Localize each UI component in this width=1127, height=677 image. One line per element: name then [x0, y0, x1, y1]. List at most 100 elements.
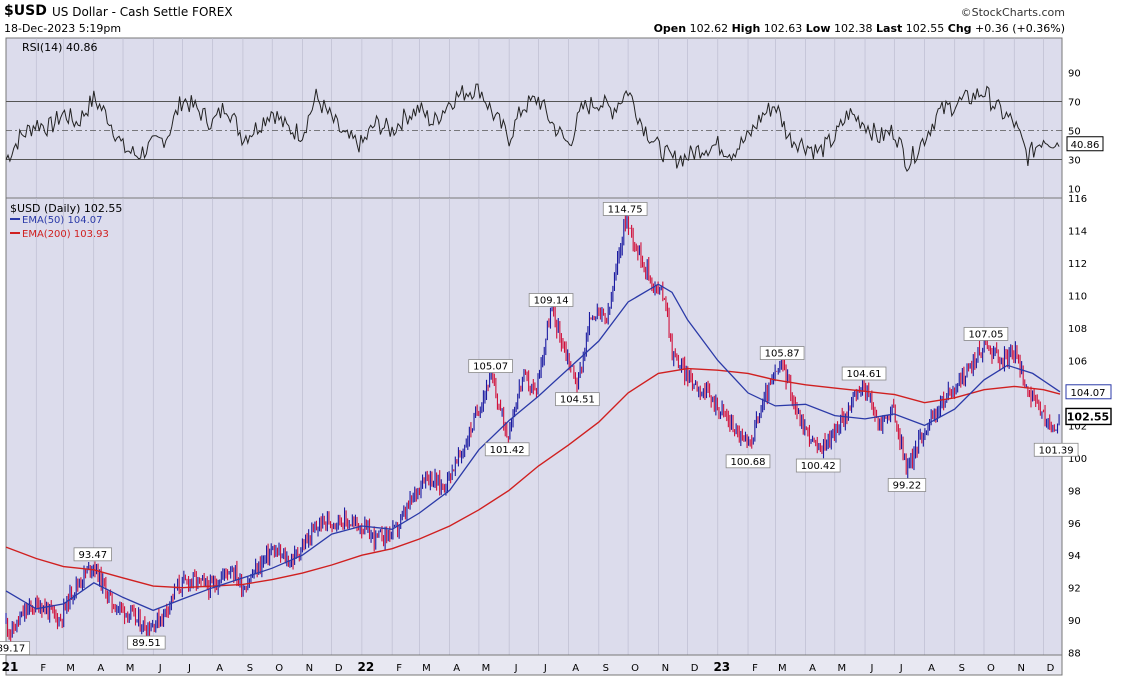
x-tick-label: S	[603, 663, 609, 674]
annotation-label: 93.47	[78, 550, 107, 561]
annotation-label: 104.51	[560, 395, 595, 406]
annotation-label: 100.68	[731, 457, 766, 468]
x-axis-bg	[5, 654, 1063, 676]
ema200-legend: EMA(200) 103.93	[22, 229, 109, 240]
x-tick-label: N	[306, 663, 313, 674]
quote-date: 18-Dec-2023 5:19pm	[4, 22, 122, 35]
x-tick-label: F	[396, 663, 402, 674]
price-tick-label: 88	[1068, 649, 1081, 660]
price-tick-label: 114	[1068, 227, 1087, 238]
price-tick-label: 116	[1068, 194, 1087, 205]
rsi-last-box	[1066, 136, 1104, 152]
x-tick-label: 23	[713, 660, 730, 674]
x-tick-label: M	[837, 663, 846, 674]
price-tick-label: 98	[1068, 486, 1081, 497]
annotation-label: 105.07	[473, 362, 508, 373]
x-tick-label: O	[987, 663, 995, 674]
x-tick-label: J	[187, 663, 191, 674]
price-tick-label: 92	[1068, 584, 1081, 595]
rsi-tick-label: 50	[1068, 127, 1081, 138]
instrument-name: US Dollar - Cash Settle FOREX	[52, 5, 233, 19]
price-tick-label: 112	[1068, 259, 1087, 270]
price-tick-label: 110	[1068, 292, 1087, 303]
x-tick-label: D	[1047, 663, 1055, 674]
x-tick-label: M	[126, 663, 135, 674]
annotation-box	[1033, 442, 1079, 457]
price-tick-label: 106	[1068, 356, 1087, 367]
x-tick-label: M	[778, 663, 787, 674]
x-tick-label: J	[543, 663, 547, 674]
x-tick-label: D	[691, 663, 699, 674]
annotation-box	[484, 442, 530, 457]
annotation-box	[468, 359, 513, 373]
annotation-label: 114.75	[608, 204, 643, 215]
annotation-label: 109.14	[534, 295, 569, 306]
chart-header: $USD US Dollar - Cash Settle FOREX 18-De…	[0, 0, 1127, 38]
annotation-label: 101.39	[1039, 445, 1074, 456]
high-value: 102.63	[763, 22, 803, 35]
annotation-box	[73, 547, 112, 562]
x-tick-label: A	[928, 663, 935, 674]
x-tick-label: M	[422, 663, 431, 674]
annotation-box	[759, 346, 805, 360]
x-tick-label: A	[453, 663, 460, 674]
high-label: High	[731, 22, 761, 35]
rsi-tick-label: 30	[1068, 156, 1081, 167]
price-tick-label: 102	[1068, 421, 1087, 432]
x-tick-label: J	[899, 663, 903, 674]
last-price-value: 102.55	[1067, 410, 1109, 423]
x-tick-label: A	[572, 663, 579, 674]
price-tick-label: 96	[1068, 519, 1081, 530]
x-tick-label: J	[870, 663, 874, 674]
x-tick-label: 22	[358, 660, 375, 674]
x-tick-label: O	[631, 663, 639, 674]
annotation-label: 105.87	[765, 349, 800, 360]
price-panel: 8890929496981001021041061081101121141168…	[0, 194, 1112, 660]
x-tick-label: J	[158, 663, 162, 674]
annotation-box	[725, 454, 771, 469]
x-tick-label: F	[40, 663, 46, 674]
low-label: Low	[805, 22, 831, 35]
annotation-label: 99.22	[893, 480, 922, 491]
x-tick-label: 21	[2, 660, 19, 674]
annotation-box	[555, 392, 600, 407]
rsi-tick-label: 90	[1068, 69, 1081, 80]
chg-label: Chg	[947, 22, 972, 35]
x-tick-label: S	[247, 663, 253, 674]
annotation-label: 107.05	[968, 329, 1003, 340]
price-tick-label: 100	[1068, 454, 1087, 465]
rsi-line	[5, 83, 1060, 173]
low-value: 102.38	[834, 22, 873, 35]
annotation-box	[528, 293, 574, 307]
x-axis: 21 F M A M J J A S O N D 22 F M A M J J A S O N D 23 F M A M J J A S O N D	[2, 654, 1063, 676]
annotation-box	[841, 366, 887, 381]
annotation-label: 89.51	[132, 638, 161, 649]
annotation-label: 101.42	[490, 445, 525, 456]
last-value: 102.55	[905, 22, 945, 35]
annotation-label: 100.42	[801, 461, 836, 472]
price-tick-label: 90	[1068, 616, 1081, 627]
x-tick-label: A	[97, 663, 104, 674]
open-label: Open	[653, 22, 687, 35]
chg-value: +0.36 (+0.36%)	[975, 22, 1065, 35]
ema50-last-box	[1065, 384, 1112, 400]
x-tick-label: J	[514, 663, 518, 674]
rsi-tick-label: 70	[1068, 98, 1081, 109]
x-tick-label: M	[482, 663, 491, 674]
price-title: $USD (Daily) 102.55	[10, 202, 122, 215]
open-value: 102.62	[689, 22, 729, 35]
annotation-box	[795, 458, 841, 473]
price-tick-label: 108	[1068, 324, 1087, 335]
x-tick-label: M	[66, 663, 75, 674]
x-tick-label: D	[335, 663, 343, 674]
x-tick-label: F	[752, 663, 758, 674]
rsi-tick-label: 10	[1068, 185, 1081, 196]
price-tick-label: 94	[1068, 551, 1081, 562]
ema50-line	[5, 283, 1061, 612]
symbol: $USD	[4, 3, 47, 19]
x-tick-label: A	[216, 663, 223, 674]
x-tick-label: N	[662, 663, 669, 674]
ema200-line	[5, 367, 1061, 589]
annotation-box	[887, 478, 927, 492]
